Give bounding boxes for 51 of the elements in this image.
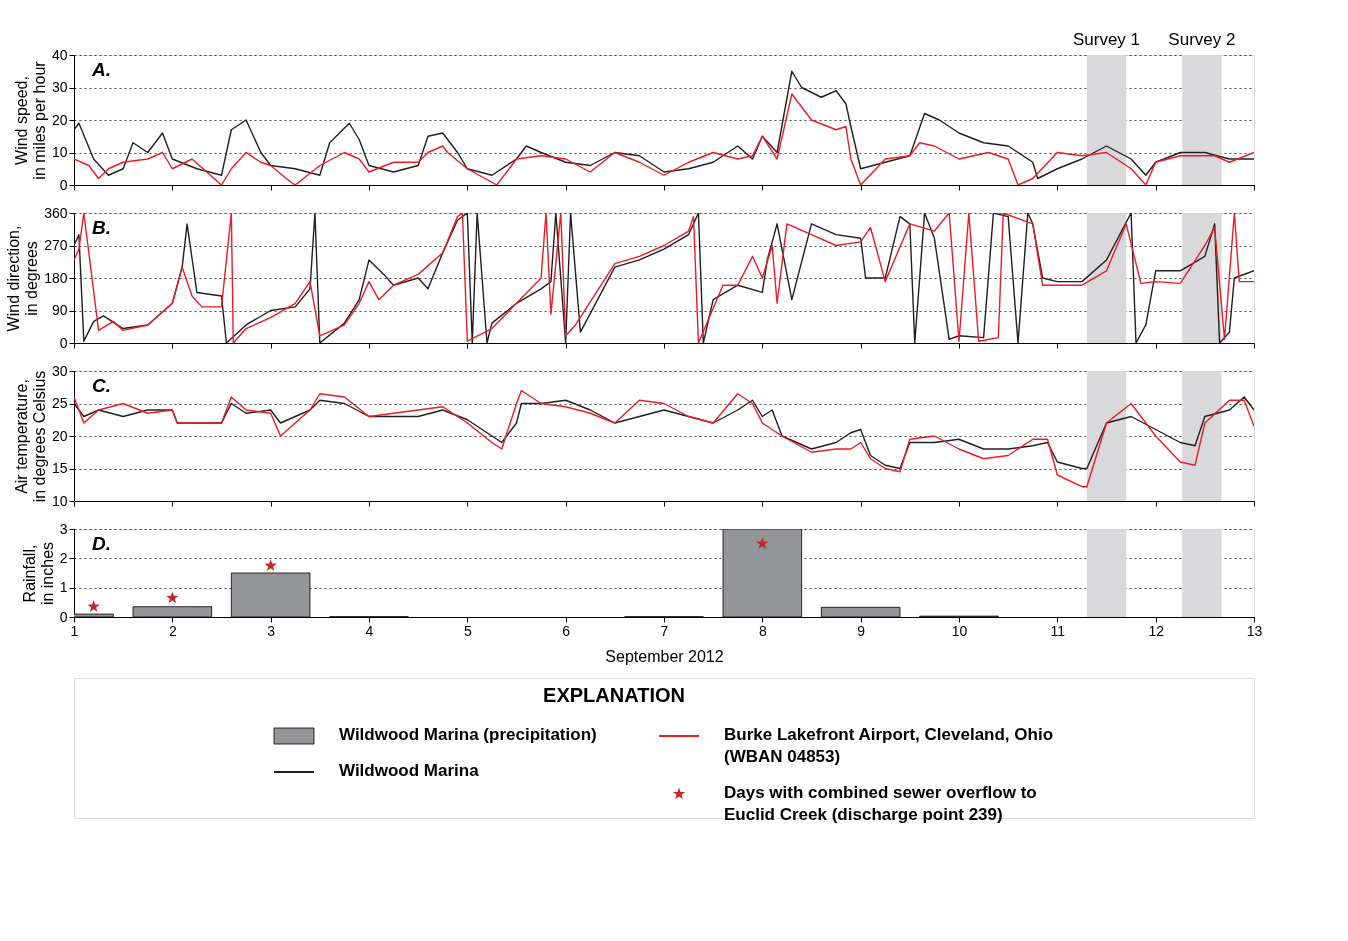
legend-label: Days with combined sewer overflow to Euclid Creek (discharge point 239) (724, 783, 1037, 824)
y-tick-label: 270 (44, 237, 68, 253)
x-tick-label: 11 (1050, 622, 1066, 639)
y-tick-label: 15 (51, 460, 68, 476)
y-axis-title: Wind speed, in miles per hour (12, 60, 48, 180)
y-tick-label: 10 (51, 492, 68, 509)
y-tick-label: 40 (51, 46, 68, 63)
x-tick-label: 4 (365, 622, 374, 639)
y-tick-label: 30 (51, 79, 68, 95)
x-tick-label: 3 (267, 622, 276, 639)
y-tick-label: 30 (51, 362, 68, 379)
y-tick-label: 3 (59, 520, 68, 537)
y-tick-label: 1 (59, 579, 68, 596)
y-tick-label: 2 (59, 549, 68, 566)
band-label: Survey 2 (1168, 30, 1236, 49)
y-tick-label: 360 (44, 204, 68, 221)
x-tick-label: 9 (857, 622, 866, 639)
legend-title: EXPLANATION (543, 684, 685, 706)
x-tick-label: 7 (660, 622, 669, 639)
y-tick-label: 0 (59, 334, 68, 351)
y-axis-title: Wind direction, in degrees (5, 225, 41, 332)
y-tick-label: 20 (51, 427, 68, 444)
x-tick-label: 12 (1148, 622, 1165, 639)
band-label: Survey 1 (1072, 30, 1141, 49)
y-tick-label: 0 (59, 176, 68, 193)
annotation: A. (91, 59, 111, 80)
y-tick-label: 25 (51, 395, 68, 411)
x-tick-label: 13 (1246, 622, 1263, 639)
x-axis-title: September 2012 (605, 647, 724, 665)
point (87, 600, 100, 613)
x-tick-label: 10 (951, 622, 968, 639)
x-tick-label: 8 (758, 622, 767, 639)
legend-label: Wildwood Marina (339, 761, 480, 780)
legend-label: Burke Lakefront Airport, Cleveland, Ohio (WBAN 04853) (724, 725, 1054, 766)
y-tick-label: 20 (51, 111, 68, 128)
line-series (74, 396, 1254, 470)
annotation: C. (92, 375, 111, 396)
x-tick-label: 1 (70, 622, 79, 639)
x-tick-label: 5 (463, 622, 472, 639)
x-tick-label: 2 (168, 622, 177, 639)
y-axis-title: Air temperature, in degrees Celsius (12, 370, 48, 503)
y-tick-label: 0 (59, 608, 68, 625)
x-tick-label: 6 (562, 622, 571, 639)
legend-label: Wildwood Marina (precipitation) (339, 725, 597, 744)
y-tick-label: 180 (44, 269, 68, 286)
y-tick-label: 10 (51, 144, 68, 160)
y-tick-label: 90 (51, 302, 68, 318)
y-axis-title: Rainfall, in inches (20, 541, 56, 606)
annotation: D. (92, 533, 111, 554)
annotation: B. (92, 217, 111, 238)
point (166, 591, 179, 604)
